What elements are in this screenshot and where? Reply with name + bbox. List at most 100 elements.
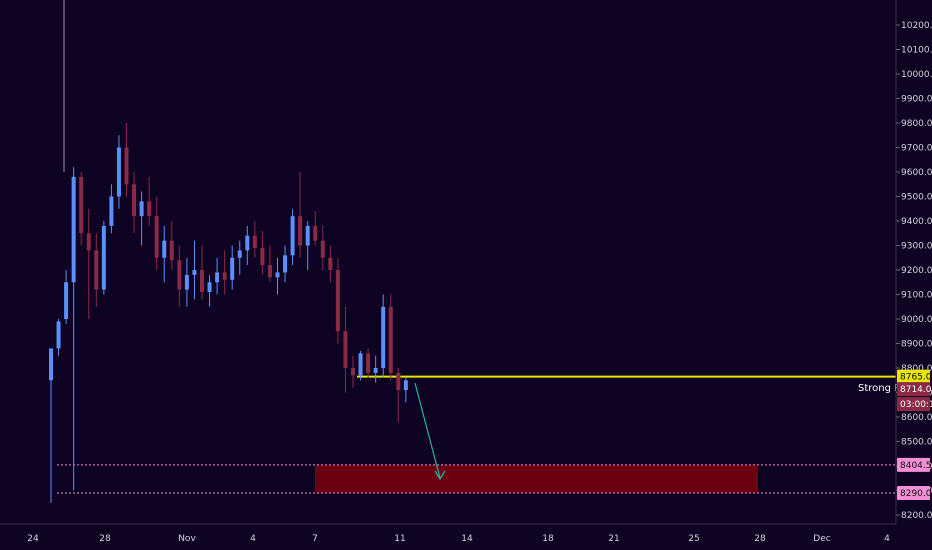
candle[interactable] xyxy=(237,240,242,275)
candle-body xyxy=(94,250,99,290)
candle[interactable] xyxy=(215,257,220,295)
candle[interactable] xyxy=(305,221,310,270)
candle[interactable] xyxy=(169,221,174,270)
projection-arrow[interactable] xyxy=(414,382,446,481)
candle-body xyxy=(320,240,325,258)
demand-zone xyxy=(315,464,758,493)
candle-body xyxy=(381,306,386,368)
candle[interactable] xyxy=(343,306,348,393)
candle[interactable] xyxy=(230,245,235,290)
candle-body xyxy=(154,216,159,258)
candle-body xyxy=(351,368,355,376)
candle[interactable] xyxy=(283,245,288,283)
candle-body xyxy=(79,176,84,234)
candle-body xyxy=(109,196,114,226)
candle[interactable] xyxy=(275,257,280,295)
candle[interactable] xyxy=(192,240,197,300)
candle[interactable] xyxy=(358,350,363,381)
candle-body xyxy=(305,225,310,246)
candle[interactable] xyxy=(403,377,408,403)
strong-r-price-label: 8765.0 xyxy=(897,369,932,384)
candle[interactable] xyxy=(245,225,250,266)
candle[interactable] xyxy=(252,221,257,258)
candle-body xyxy=(124,147,129,185)
time-axis[interactable]: 24 28 Nov 4 7 11 14 18 21 25 28 Dec 4 xyxy=(27,534,890,544)
candle[interactable] xyxy=(320,225,325,270)
candle[interactable] xyxy=(328,245,333,283)
candle-body xyxy=(215,272,220,283)
candle-body xyxy=(64,282,69,319)
candle[interactable] xyxy=(101,221,106,295)
candle[interactable] xyxy=(351,355,355,388)
candle[interactable] xyxy=(49,348,53,503)
candle[interactable] xyxy=(139,191,144,246)
candle[interactable] xyxy=(298,172,303,258)
candle-body xyxy=(49,348,53,381)
candle[interactable] xyxy=(396,368,401,422)
countdown-label: 03:00:16 xyxy=(897,397,932,412)
time-tick-label: Dec xyxy=(813,534,830,544)
candle[interactable] xyxy=(154,196,159,271)
candle-body xyxy=(335,270,340,332)
candle[interactable] xyxy=(71,167,76,491)
price-tick-label: 9500.0 xyxy=(901,193,932,203)
candle-body xyxy=(147,201,152,217)
price-tick-label: 9900.0 xyxy=(901,95,932,105)
svg-text:03:00:16: 03:00:16 xyxy=(900,400,932,410)
last-price-label: 8714.0 xyxy=(897,382,932,397)
candle-body xyxy=(116,147,121,197)
svg-text:8714.0: 8714.0 xyxy=(900,385,932,395)
candle[interactable] xyxy=(267,245,272,283)
candle-body xyxy=(200,270,204,293)
time-tick-label: 28 xyxy=(754,534,766,544)
price-tick-label: 9200.0 xyxy=(901,266,932,276)
candle[interactable] xyxy=(94,233,99,307)
candle-body xyxy=(343,331,348,368)
candle[interactable] xyxy=(162,225,167,283)
candle[interactable] xyxy=(109,184,114,234)
candle[interactable] xyxy=(335,257,340,344)
candle-body xyxy=(366,353,371,373)
time-tick-label: 11 xyxy=(394,534,405,544)
candle[interactable] xyxy=(64,270,69,324)
candle-body xyxy=(396,372,401,391)
candle[interactable] xyxy=(260,230,265,275)
candle[interactable] xyxy=(313,211,318,246)
candle-body xyxy=(403,380,408,391)
candle[interactable] xyxy=(79,172,84,246)
candle[interactable] xyxy=(290,208,295,266)
candle[interactable] xyxy=(116,135,121,209)
candle[interactable] xyxy=(381,294,386,378)
price-tick-label: 9700.0 xyxy=(901,144,932,154)
candle-body xyxy=(267,265,272,278)
price-tick-label: 9400.0 xyxy=(901,217,932,227)
candle[interactable] xyxy=(388,294,393,381)
candle[interactable] xyxy=(147,176,152,226)
candle[interactable] xyxy=(56,319,61,356)
candle[interactable] xyxy=(124,123,129,197)
time-tick-label: 14 xyxy=(461,534,473,544)
candle[interactable] xyxy=(184,257,189,307)
svg-text:8290.0: 8290.0 xyxy=(900,489,932,499)
candle[interactable] xyxy=(200,245,204,300)
candle-body xyxy=(101,225,106,290)
price-tick-label: 10200.0 xyxy=(901,21,932,31)
candle[interactable] xyxy=(132,172,137,234)
price-tick-label: 8900.0 xyxy=(901,340,932,350)
time-tick-label: Nov xyxy=(178,534,196,544)
candle[interactable] xyxy=(86,208,91,319)
candle[interactable] xyxy=(177,245,182,307)
price-axis[interactable]: 10200.0 10100.0 10000.0 9900.0 9800.0 9700.0 9… xyxy=(896,21,932,521)
candle-body xyxy=(313,225,318,241)
candle[interactable] xyxy=(373,355,378,383)
candle-body xyxy=(192,270,197,275)
candle[interactable] xyxy=(222,250,227,295)
candle[interactable] xyxy=(207,274,212,307)
candle-body xyxy=(388,306,393,373)
candle[interactable] xyxy=(366,348,371,378)
candle-body xyxy=(298,216,303,246)
time-tick-label: 24 xyxy=(27,534,39,544)
candle-body xyxy=(283,255,288,273)
